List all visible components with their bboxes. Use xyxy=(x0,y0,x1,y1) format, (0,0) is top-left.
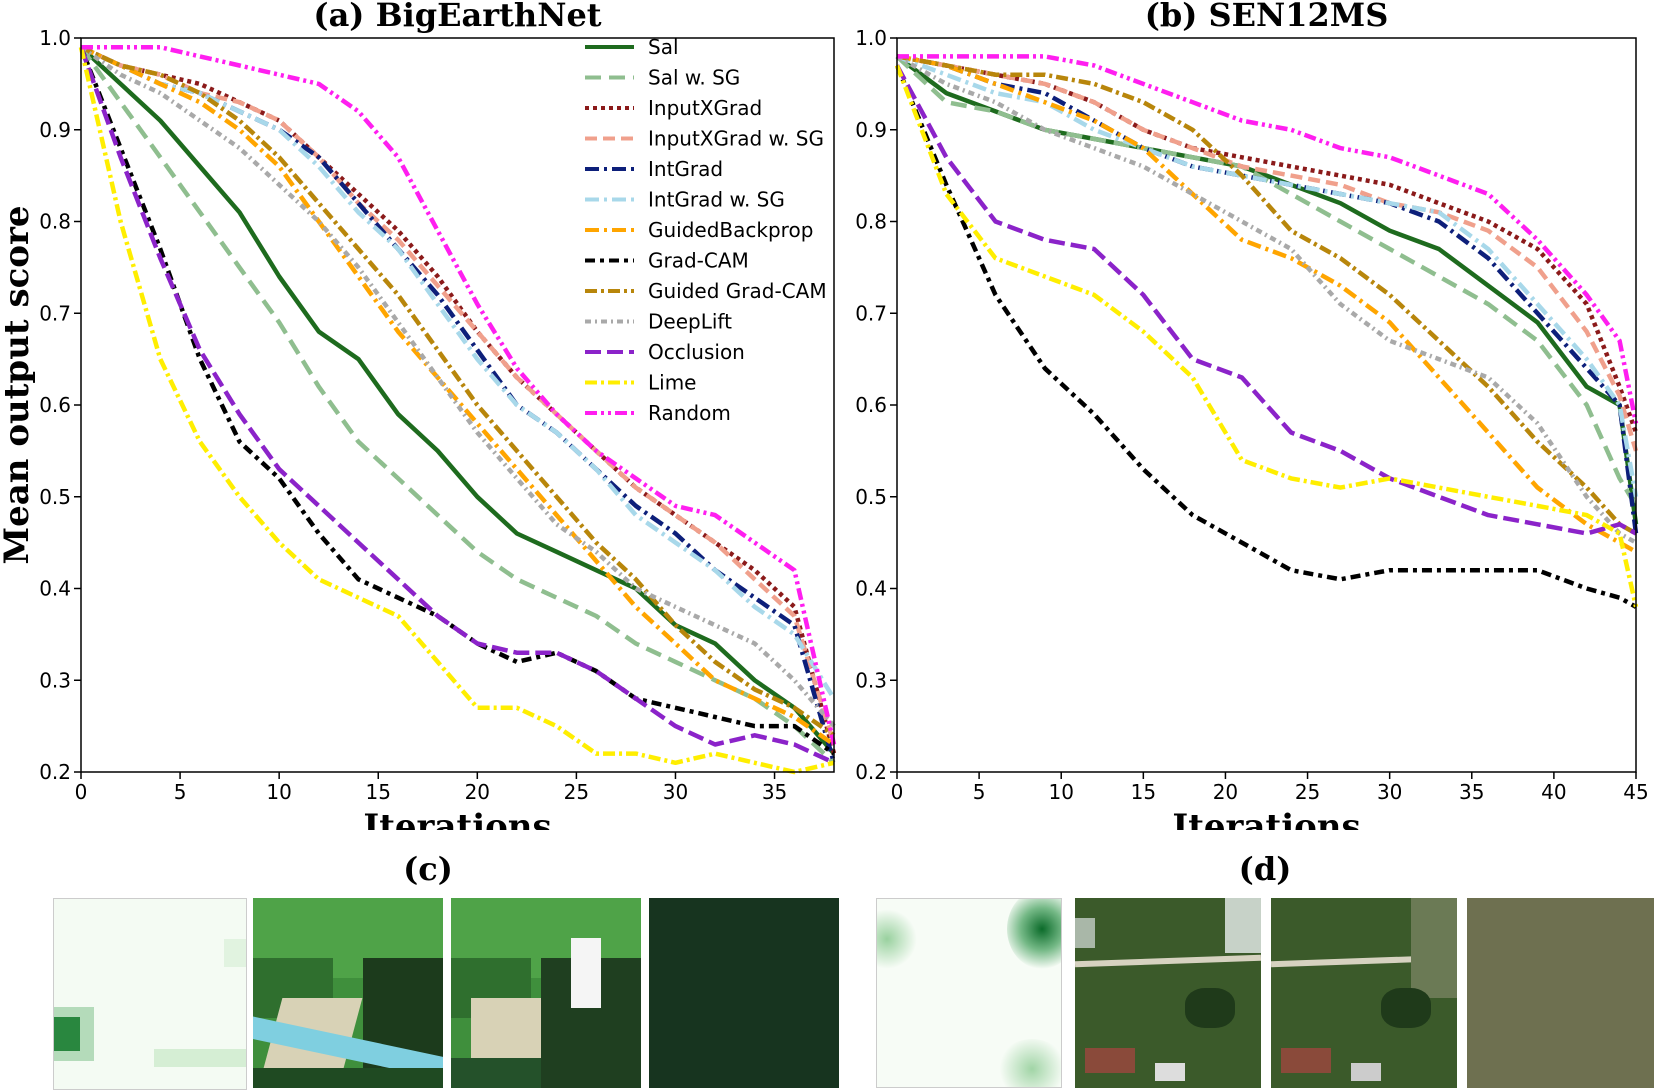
chart-canvas: (a) BigEarthNet 0 5 10 15 20 25 30 35 0.2 0.3 0.4 0.… xyxy=(0,0,1649,830)
y-tick-label: 0.7 xyxy=(39,301,71,325)
chart-title: (a) BigEarthNet xyxy=(313,0,601,34)
fully-perturbed-image-d xyxy=(1467,898,1654,1088)
legend-label: GuidedBackprop xyxy=(648,218,813,242)
legend-label: Occlusion xyxy=(648,340,745,364)
legend-label: DeepLift xyxy=(648,310,732,334)
saliency-map-d xyxy=(876,898,1062,1088)
series-line-guidedbackprop xyxy=(896,54,1638,554)
series-line-deeplift xyxy=(79,45,836,728)
y-tick-label: 0.6 xyxy=(39,393,71,417)
y-tick-label: 1.0 xyxy=(855,26,887,50)
x-tick-label: 10 xyxy=(1048,780,1073,804)
x-tick-label: 30 xyxy=(663,780,688,804)
legend-label: Sal w. SG xyxy=(648,66,740,90)
satellite-image-perturbed-c xyxy=(451,898,641,1088)
series-line-deeplift xyxy=(895,54,1638,545)
saliency-map-c xyxy=(53,898,247,1090)
series-line-inputxgrad-w-sg xyxy=(80,45,837,746)
x-tick-label: 25 xyxy=(1295,780,1320,804)
series-line-sal xyxy=(79,45,836,756)
y-tick-label: 0.8 xyxy=(39,210,71,234)
series-line-inputxgrad-w-sg xyxy=(896,54,1639,452)
series-line-occlusion xyxy=(78,46,835,765)
series-line-intgrad xyxy=(896,54,1639,534)
series-line-random xyxy=(81,44,837,745)
y-tick-label: 0.9 xyxy=(855,118,887,142)
y-tick-label: 0.9 xyxy=(39,118,71,142)
chart-title: (b) SEN12MS xyxy=(1145,0,1389,34)
x-tick-label: 30 xyxy=(1377,780,1402,804)
legend-label: InputXGrad xyxy=(648,96,762,120)
x-axis-label: Iterations xyxy=(363,807,551,830)
legend-label: Guided Grad-CAM xyxy=(648,279,827,303)
fully-perturbed-image-c xyxy=(649,898,839,1088)
y-tick-label: 0.8 xyxy=(855,210,887,234)
x-tick-label: 5 xyxy=(973,780,986,804)
series-line-occlusion xyxy=(895,64,1638,536)
series-line-guided-grad-cam xyxy=(896,54,1638,536)
x-tick-label: 25 xyxy=(564,780,589,804)
chart-bigearthnet: (a) BigEarthNet 0 5 10 15 20 25 30 35 0.2 0.3 0.4 0.… xyxy=(39,0,837,830)
y-tick-label: 0.3 xyxy=(855,668,887,692)
legend-label: IntGrad w. SG xyxy=(648,188,785,212)
y-tick-label: 0.5 xyxy=(855,485,887,509)
bottom-panel-c-label: (c) xyxy=(403,850,453,888)
plot-frame xyxy=(896,37,1637,773)
legend-label: Grad-CAM xyxy=(648,249,749,273)
x-tick-label: 35 xyxy=(762,780,787,804)
series-line-intgrad-w-sg xyxy=(896,54,1639,498)
x-tick-label: 20 xyxy=(1213,780,1238,804)
y-tick-label: 0.7 xyxy=(855,301,887,325)
x-tick-label: 5 xyxy=(174,780,187,804)
legend-label: Random xyxy=(648,401,731,425)
legend: Sal Sal w. SG InputXGrad InputXGrad w. SG In… xyxy=(585,35,827,425)
x-tick-label: 15 xyxy=(366,780,391,804)
y-tick-label: 0.2 xyxy=(855,760,887,784)
x-tick-label: 15 xyxy=(1131,780,1156,804)
series-line-grad-cam xyxy=(894,64,1638,609)
series-line-lime xyxy=(78,46,835,775)
satellite-image-original-d xyxy=(1075,898,1261,1088)
x-axis-label: Iterations xyxy=(1172,807,1360,830)
series-line-sal-w-sg xyxy=(895,54,1638,508)
legend-label: Sal xyxy=(648,35,679,59)
x-tick-label: 35 xyxy=(1459,780,1484,804)
series-line-guidedbackprop xyxy=(80,45,836,747)
x-tick-label: 20 xyxy=(465,780,490,804)
legend-label: InputXGrad w. SG xyxy=(648,127,824,151)
satellite-image-original-c xyxy=(253,898,443,1088)
legend-label: Lime xyxy=(648,371,697,395)
legend-label: IntGrad xyxy=(648,157,723,181)
series-line-inputxgrad xyxy=(896,54,1639,434)
y-tick-label: 0.3 xyxy=(39,668,71,692)
y-tick-label: 0.2 xyxy=(39,760,71,784)
chart-sen12ms: (b) SEN12MS 0 5 10 15 20 25 30 35 40 45 0.2 0.3 0.4 0.… xyxy=(855,0,1649,830)
series-line-lime xyxy=(894,64,1639,608)
series-line-random xyxy=(897,54,1639,424)
x-tick-label: 45 xyxy=(1623,780,1648,804)
series-line-guided-grad-cam xyxy=(80,45,836,738)
x-tick-label: 40 xyxy=(1541,780,1566,804)
y-tick-label: 0.6 xyxy=(855,393,887,417)
series-line-intgrad-w-sg xyxy=(80,45,836,700)
x-tick-label: 10 xyxy=(266,780,291,804)
y-tick-label: 0.4 xyxy=(855,577,887,601)
y-tick-label: 1.0 xyxy=(39,26,71,50)
x-tick-label: 0 xyxy=(891,780,904,804)
y-axis-label: Mean output score xyxy=(0,205,37,564)
y-tick-label: 0.4 xyxy=(39,577,71,601)
y-tick-label: 0.5 xyxy=(39,485,71,509)
x-tick-label: 0 xyxy=(75,780,88,804)
satellite-image-perturbed-d xyxy=(1271,898,1457,1088)
bottom-panel-d-label: (d) xyxy=(1238,850,1292,888)
